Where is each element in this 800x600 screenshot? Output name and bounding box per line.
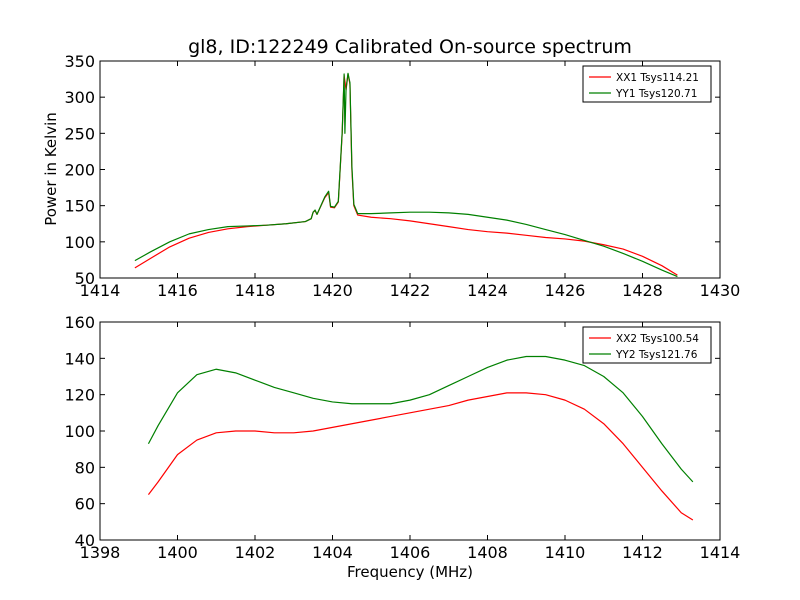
y-tick-label: 120 [64, 386, 95, 405]
y-tick-label: 100 [64, 422, 95, 441]
top-panel: 1414 1416 1418 1420 1422 1424 1426 1428 1430 50 10… [64, 52, 740, 300]
x-tick-label: 1430 [700, 281, 741, 300]
x-tick-label: 1410 [545, 543, 586, 562]
x-tick-label: 1422 [390, 281, 431, 300]
legend-label: XX2 Tsys100.54 [616, 333, 699, 345]
x-tick-label: 1416 [157, 281, 198, 300]
legend-label: YY2 Tsys121.76 [615, 349, 698, 361]
legend-label: XX1 Tsys114.21 [616, 72, 699, 84]
series-line-1 [147, 392, 694, 521]
y-tick-label: 200 [64, 161, 95, 180]
x-tick-label: 1418 [235, 281, 276, 300]
x-tick-label: 1420 [312, 281, 353, 300]
bottom-panel: 1398 1400 1402 1404 1406 1408 1410 1412 1414 40 60… [64, 313, 740, 562]
y-tick-label: 40 [75, 531, 95, 550]
y-tick-label: 350 [64, 52, 95, 71]
y-tick-label: 80 [75, 458, 95, 477]
x-tick-label: 1426 [545, 281, 586, 300]
series-line-2 [134, 72, 678, 278]
series-line-2 [147, 355, 694, 483]
y-axis-label: Power in Kelvin [42, 112, 60, 226]
y-tick-label: 100 [64, 233, 95, 252]
x-tick-label: 1400 [157, 543, 198, 562]
x-tick-label: 1424 [467, 281, 508, 300]
y-tick-label: 250 [64, 124, 95, 143]
y-tick-label: 50 [75, 269, 95, 288]
y-tick-label: 160 [64, 313, 95, 332]
y-tick-label: 140 [64, 349, 95, 368]
legend-label: YY1 Tsys120.71 [615, 88, 697, 100]
x-axis-label: Frequency (MHz) [347, 563, 473, 581]
x-tick-label: 1428 [622, 281, 663, 300]
x-tick-label: 1414 [700, 543, 741, 562]
y-tick-label: 150 [64, 197, 95, 216]
x-tick-label: 1412 [622, 543, 663, 562]
legend-box [582, 65, 712, 103]
x-tick-label: 1402 [235, 543, 276, 562]
x-tick-label: 1408 [467, 543, 508, 562]
x-tick-label: 1398 [80, 543, 121, 562]
chart-title: gl8, ID:122249 Calibrated On-source spec… [188, 36, 632, 58]
x-tick-label: 1404 [312, 543, 353, 562]
x-tick-label: 1406 [390, 543, 431, 562]
legend-box [582, 326, 712, 364]
x-tick-label: 1414 [80, 281, 121, 300]
y-tick-label: 300 [64, 88, 95, 107]
y-tick-label: 60 [75, 495, 95, 514]
